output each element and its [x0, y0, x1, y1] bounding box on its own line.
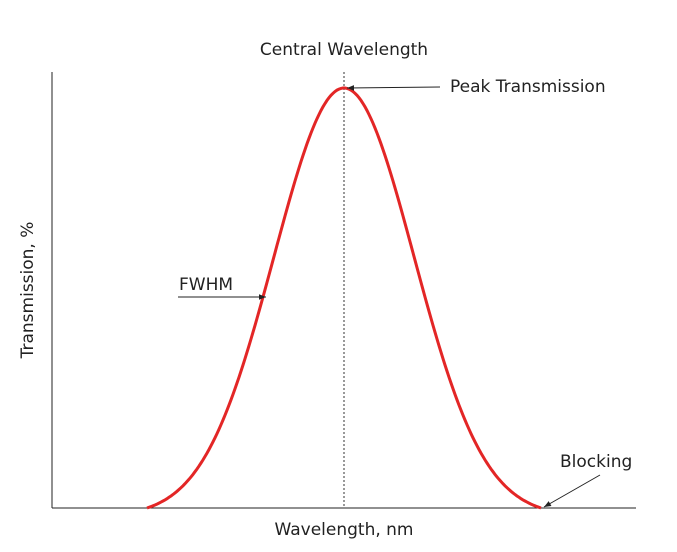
transmission-curve [146, 86, 542, 510]
x-axis-label: Wavelength, nm [275, 520, 414, 540]
central-label: Central Wavelength [260, 40, 428, 60]
y-axis-label: Transmission, % [18, 222, 38, 360]
blocking-label: Blocking [560, 452, 632, 472]
fwhm-label: FWHM [179, 275, 233, 295]
blocking-arrow [543, 474, 601, 508]
peak-label: Peak Transmission [450, 77, 606, 97]
peak-arrow [346, 85, 441, 91]
